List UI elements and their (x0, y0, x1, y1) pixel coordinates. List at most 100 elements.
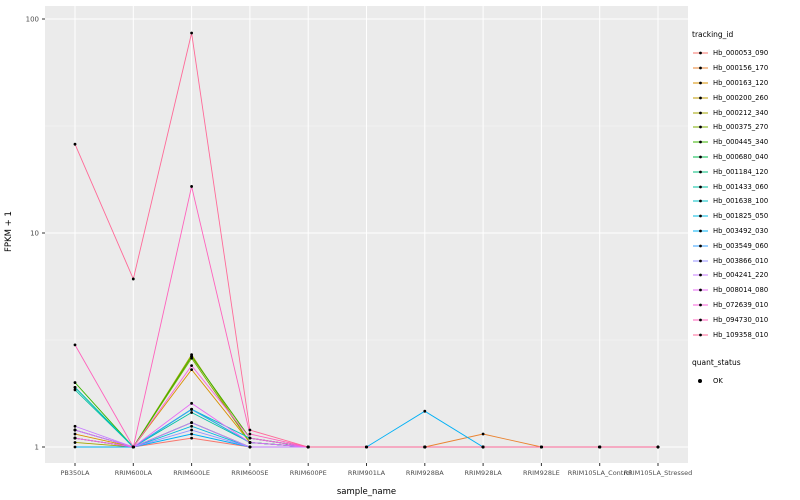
line-key-icon (693, 125, 708, 129)
legend: tracking_id Hb_000053_090 Hb_000156_170 Hb… (692, 30, 798, 389)
x-tick-label: RRIM105LA_Stressed (624, 469, 693, 477)
y-axis-title: FPKM + 1 (4, 211, 14, 252)
legend-label: OK (713, 377, 723, 386)
legend-item: Hb_094730_010 (692, 312, 798, 327)
legend-label: Hb_001184_120 (713, 167, 769, 176)
data-point (306, 445, 310, 449)
line-key-icon (693, 333, 708, 336)
data-point (248, 436, 252, 440)
legend-item: Hb_000200_260 (692, 90, 798, 105)
data-point (73, 428, 77, 432)
data-point (598, 445, 602, 449)
legend-item: Hb_109358_010 (692, 327, 798, 342)
data-point (248, 428, 252, 432)
legend-item: Hb_001638_100 (692, 194, 798, 209)
data-point (656, 445, 660, 449)
x-tick-label: RRIM901LA (348, 469, 386, 477)
legend-item: Hb_000445_340 (692, 135, 798, 150)
data-point (190, 432, 194, 436)
line-key-icon (693, 140, 708, 144)
data-point (73, 142, 77, 146)
x-tick-label: RRIM600SE (231, 469, 268, 477)
legend-item: Hb_072639_010 (692, 298, 798, 313)
legend-label: Hb_004241_220 (713, 271, 769, 280)
data-point (190, 424, 194, 428)
data-point (73, 445, 77, 449)
x-tick-label: RRIM600LA (115, 469, 153, 477)
line-key-icon (693, 244, 708, 248)
line-key-icon (693, 185, 708, 188)
legend-item: Hb_001825_050 (692, 209, 798, 224)
data-point (73, 441, 77, 444)
legend-label: Hb_001638_100 (713, 197, 769, 206)
line-key-icon (693, 66, 708, 70)
legend-item: Hb_001184_120 (692, 164, 798, 179)
x-tick-label: PB350LA (60, 469, 90, 477)
data-point (73, 343, 77, 347)
legend-item: Hb_003866_010 (692, 253, 798, 268)
data-point (73, 385, 77, 389)
legend-label: Hb_000375_270 (713, 123, 769, 132)
legend-item: Hb_001433_060 (692, 179, 798, 194)
data-point (481, 445, 485, 449)
data-point (73, 432, 77, 436)
data-point (190, 364, 194, 368)
line-key-icon (693, 229, 708, 233)
data-point (365, 445, 368, 449)
data-point (190, 185, 194, 188)
data-point (540, 445, 543, 449)
data-point (190, 411, 194, 414)
data-point (190, 31, 194, 35)
x-tick-label: RRIM600PE (290, 469, 327, 477)
line-key-icon (693, 170, 708, 174)
legend-label: Hb_001825_050 (713, 212, 769, 221)
legend-item: Hb_000212_340 (692, 105, 798, 120)
legend-item-quant-ok: OK (692, 374, 798, 389)
legend-label: Hb_000163_120 (713, 78, 769, 87)
data-point (190, 401, 194, 405)
x-tick-label: RRIM928BA (406, 469, 444, 477)
legend-title-quant-status: quant_status (692, 357, 741, 367)
y-tick-label: 1 (35, 444, 39, 452)
data-point (481, 432, 485, 436)
data-point (190, 428, 194, 432)
data-point (190, 368, 194, 371)
legend-label: Hb_000053_090 (713, 49, 769, 58)
legend-title-tracking-id: tracking_id (692, 30, 734, 39)
legend-label: Hb_008014_080 (713, 286, 769, 295)
point-key-icon (698, 379, 702, 384)
data-point (73, 424, 77, 428)
x-tick-label: RRIM600LE (173, 469, 210, 477)
data-point (190, 355, 194, 358)
line-key-icon (693, 303, 708, 307)
line-key-icon (693, 155, 708, 159)
legend-label: Hb_094730_010 (713, 315, 769, 324)
line-key-icon (693, 288, 708, 292)
legend-item: Hb_000163_120 (692, 76, 798, 91)
data-point (73, 436, 77, 440)
legend-label: Hb_003549_060 (713, 241, 769, 250)
line-key-icon (693, 259, 708, 262)
data-point (248, 441, 252, 444)
legend-label: Hb_109358_010 (713, 330, 769, 339)
legend-items: Hb_000053_090 Hb_000156_170 Hb_000163_120 H… (692, 46, 798, 342)
legend-label: Hb_001433_060 (713, 182, 769, 191)
line-key-icon (693, 214, 708, 218)
x-tick-label: RRIM928LE (523, 469, 560, 477)
data-point (423, 445, 427, 449)
x-tick-label: RRIM105LA_Control (568, 469, 632, 477)
x-tick-label: RRIM928LA (465, 469, 503, 477)
legend-item: Hb_000375_270 (692, 120, 798, 135)
data-point (190, 407, 194, 411)
data-point (73, 388, 77, 392)
data-point (131, 277, 135, 281)
line-key-icon (693, 273, 708, 277)
data-point (423, 409, 427, 413)
data-point (248, 445, 252, 449)
data-point (131, 445, 135, 449)
legend-item: Hb_000680_040 (692, 150, 798, 165)
legend-item: Hb_000156_170 (692, 61, 798, 76)
legend-label: Hb_003866_010 (713, 256, 769, 265)
